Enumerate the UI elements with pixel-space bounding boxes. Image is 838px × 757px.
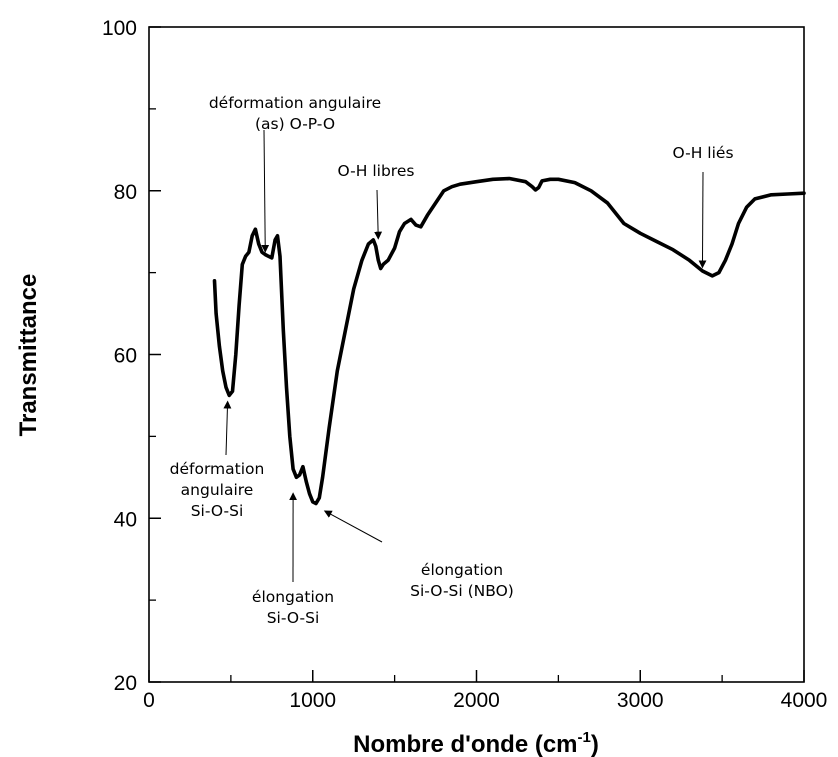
- transmittance-series-line: [212, 176, 806, 506]
- x-axis-title-end: ): [591, 731, 599, 757]
- ann-elong-nbo: élongation Si-O-Si (NBO): [323, 510, 514, 600]
- y-axis-title: Transmittance: [15, 274, 42, 437]
- annotation-text: (as) O-P-O: [255, 115, 335, 133]
- annotation-text: Si-O-Si (NBO): [410, 582, 514, 600]
- ann-elong-sios: élongation Si-O-Si: [252, 492, 334, 627]
- x-tick-label: 0: [143, 689, 155, 712]
- annotation-text: élongation: [421, 561, 503, 579]
- annotation-arrow: [698, 171, 707, 269]
- annotation-text: Si-O-Si: [267, 609, 320, 627]
- x-tick-label: 2000: [453, 689, 500, 712]
- annotation-text: déformation angulaire: [209, 94, 381, 112]
- annotation-text: angulaire: [181, 481, 254, 499]
- ann-oh-lies: O-H liés: [672, 144, 734, 269]
- annotation-text: O-H liés: [672, 144, 733, 162]
- x-axis-title-superscript: -1: [578, 729, 591, 746]
- x-tick-label: 4000: [781, 689, 828, 712]
- ann-def-ang-sios: déformation angulaire Si-O-Si: [170, 400, 265, 520]
- ann-def-ang-opo: déformation angulaire (as) O-P-O: [209, 94, 381, 253]
- ann-oh-libres: O-H libres: [338, 162, 415, 240]
- y-tick-label: 60: [114, 345, 137, 368]
- annotation-text: O-H libres: [338, 162, 415, 180]
- axis-tick-labels: 0 1000 2000 3000 4000 20 40 60 80 100: [102, 17, 827, 712]
- axis-ticks: [148, 26, 805, 683]
- y-tick-label: 40: [114, 508, 137, 531]
- annotation-text: élongation: [252, 588, 334, 606]
- x-tick-label: 3000: [617, 689, 664, 712]
- y-tick-label: 80: [114, 181, 137, 204]
- annotation-text: déformation: [170, 460, 265, 478]
- annotation-arrow: [261, 129, 270, 253]
- peak-annotations: déformation angulaire (as) O-P-O O-H libre…: [170, 94, 734, 627]
- y-tick-label: 20: [114, 672, 137, 695]
- annotation-arrow: [374, 189, 383, 240]
- y-tick-label: 100: [102, 17, 137, 40]
- annotation-arrow: [323, 510, 383, 543]
- x-tick-label: 1000: [289, 689, 336, 712]
- annotation-arrow: [223, 400, 232, 456]
- annotation-text: Si-O-Si: [191, 502, 244, 520]
- x-axis-title-main: Nombre d'onde (cm: [353, 731, 577, 757]
- x-axis-title: Nombre d'onde (cm-1): [353, 729, 599, 757]
